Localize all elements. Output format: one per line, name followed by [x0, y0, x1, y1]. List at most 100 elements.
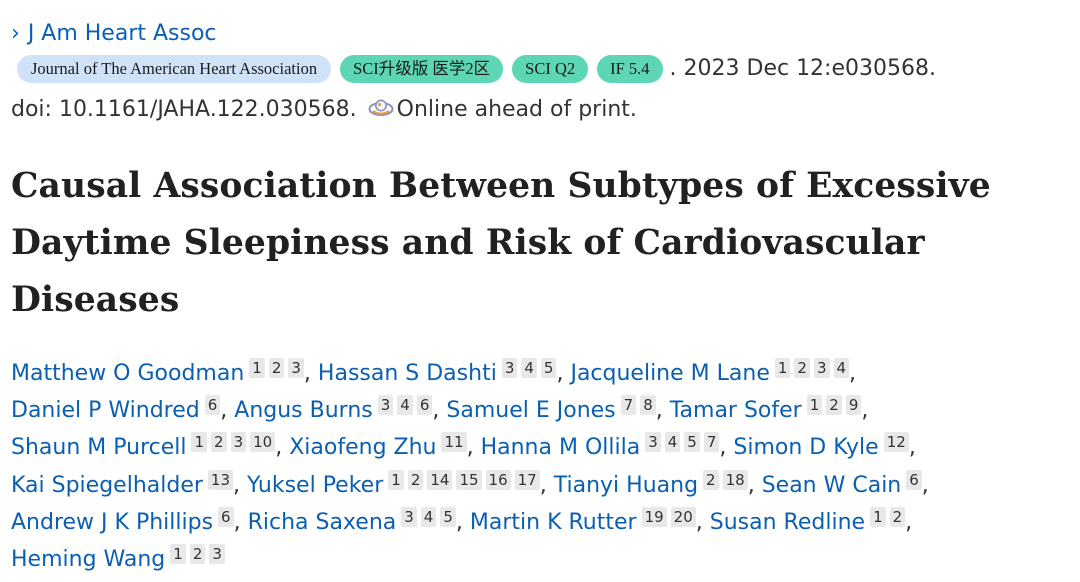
affiliation-marker[interactable]: 10 — [250, 432, 276, 453]
author-list: Matthew O Goodman 1 2 3, Hassan S Dashti 3 4 5… — [11, 355, 1073, 578]
author-name-link[interactable]: Angus Burns — [234, 398, 373, 424]
author-name-link[interactable]: Daniel P Windred — [11, 398, 200, 424]
author-name-link[interactable]: Sean W Cain — [761, 472, 902, 498]
affiliation-marker[interactable]: 4 — [664, 432, 681, 453]
author-item: Richa Saxena 3 4 5, — [247, 506, 463, 535]
affiliation-marker[interactable]: 1 — [774, 358, 791, 378]
affiliation-marker[interactable]: 5 — [440, 506, 456, 527]
author-item: Hanna M Ollila 3 4 5 7, — [480, 432, 726, 461]
sci-quartile-badge: SCI Q2 — [512, 55, 589, 83]
affiliation-marker[interactable]: 9 — [845, 395, 862, 416]
affiliation-marker[interactable]: 4 — [521, 358, 537, 378]
author-name-link[interactable]: Simon D Kyle — [733, 435, 879, 461]
author-separator: , — [432, 398, 440, 424]
affiliation-marker[interactable]: 15 — [456, 469, 482, 490]
affiliation-marker[interactable]: 1 — [870, 506, 886, 527]
author-item: Heming Wang 1 2 3 — [11, 544, 225, 573]
author-item: Matthew O Goodman 1 2 3, — [11, 358, 311, 386]
author-item: Samuel E Jones 7 8, — [446, 395, 663, 424]
affiliation-marker[interactable]: 5 — [684, 432, 700, 453]
affiliation-marker[interactable]: 2 — [889, 506, 906, 527]
affiliation-marker[interactable]: 3 — [813, 358, 830, 378]
author-separator: , — [275, 435, 283, 461]
affiliation-marker[interactable]: 6 — [416, 395, 433, 416]
affiliation-marker[interactable]: 19 — [641, 506, 667, 527]
affiliation-marker[interactable]: 3 — [377, 395, 394, 416]
affiliation-marker[interactable]: 11 — [441, 432, 467, 453]
author-item: Susan Redline 1 2, — [709, 506, 912, 535]
affiliation-marker[interactable]: 12 — [883, 432, 909, 453]
doi-row: doi: 10.1161/JAHA.122.030568. Online ahe… — [11, 96, 637, 127]
author-item: Xiaofeng Zhu 11, — [289, 432, 474, 461]
affiliation-marker[interactable]: 5 — [540, 358, 557, 378]
journal-fullname-badge: Journal of The American Heart Associatio… — [17, 55, 332, 83]
author-name-link[interactable]: Tianyi Huang — [553, 472, 699, 498]
citation-date: . 2023 Dec 12:e030568. — [669, 56, 936, 81]
affiliation-marker[interactable]: 3 — [501, 358, 518, 378]
affiliation-marker[interactable]: 6 — [906, 469, 922, 490]
affiliation-marker[interactable]: 4 — [420, 506, 437, 527]
author-item: Tianyi Huang 2 18, — [553, 469, 755, 498]
author-name-link[interactable]: Hanna M Ollila — [480, 435, 641, 461]
affiliation-marker[interactable]: 7 — [703, 432, 720, 453]
affiliation-marker[interactable]: 4 — [833, 358, 850, 378]
affiliation-marker[interactable]: 4 — [397, 395, 413, 416]
author-name-link[interactable]: Kai Spiegelhalder — [11, 472, 203, 498]
affiliation-marker[interactable]: 2 — [794, 358, 810, 378]
author-separator: , — [849, 361, 857, 386]
author-name-link[interactable]: Tamar Sofer — [669, 398, 802, 424]
author-item: Sean W Cain 6, — [761, 469, 929, 498]
author-name-link[interactable]: Shaun M Purcell — [11, 435, 187, 461]
affiliation-marker[interactable]: 6 — [218, 506, 234, 527]
affiliation-marker[interactable]: 3 — [401, 506, 417, 527]
affiliation-marker[interactable]: 18 — [722, 469, 748, 490]
affiliation-marker[interactable]: 3 — [209, 544, 225, 565]
author-name-link[interactable]: Yuksel Peker — [247, 472, 384, 498]
author-separator: , — [655, 398, 663, 424]
affiliation-marker[interactable]: 8 — [640, 395, 656, 416]
author-name-link[interactable]: Samuel E Jones — [446, 398, 616, 424]
affiliation-marker[interactable]: 2 — [189, 544, 206, 565]
author-name-link[interactable]: Xiaofeng Zhu — [289, 435, 437, 461]
affiliation-marker[interactable]: 1 — [170, 544, 186, 565]
author-separator: , — [233, 472, 240, 498]
affiliation-marker[interactable]: 16 — [485, 469, 511, 490]
affiliation-marker[interactable]: 13 — [207, 469, 233, 490]
affiliation-marker[interactable]: 2 — [268, 358, 285, 378]
author-name-link[interactable]: Hassan S Dashti — [317, 361, 497, 386]
journal-meta-row: Journal of The American Heart Associatio… — [17, 55, 936, 85]
affiliation-marker[interactable]: 20 — [670, 506, 696, 527]
affiliation-marker[interactable]: 3 — [645, 432, 661, 453]
author-name-link[interactable]: Matthew O Goodman — [11, 361, 245, 386]
journal-link[interactable]: › J Am Heart Assoc — [11, 20, 217, 48]
author-item: Andrew J K Phillips 6, — [11, 506, 241, 535]
affiliation-marker[interactable]: 3 — [230, 432, 247, 453]
affiliation-marker[interactable]: 1 — [806, 395, 823, 416]
author-item: Jacqueline M Lane 1 2 3 4, — [570, 358, 857, 386]
author-name-link[interactable]: Jacqueline M Lane — [570, 361, 770, 386]
chevron-right-icon: › — [11, 21, 20, 46]
affiliation-marker[interactable]: 3 — [288, 358, 304, 378]
affiliation-marker[interactable]: 7 — [620, 395, 637, 416]
author-name-link[interactable]: Martin K Rutter — [469, 509, 637, 535]
affiliation-marker[interactable]: 1 — [191, 432, 208, 453]
affiliation-marker[interactable]: 1 — [249, 358, 265, 378]
affiliation-marker[interactable]: 2 — [703, 469, 719, 490]
author-item: Yuksel Peker 1 2 14 15 16 17, — [247, 469, 547, 498]
author-name-link[interactable]: Andrew J K Phillips — [11, 509, 214, 535]
author-name-link[interactable]: Richa Saxena — [247, 509, 397, 535]
affiliation-marker[interactable]: 2 — [407, 469, 424, 490]
author-name-link[interactable]: Susan Redline — [709, 509, 866, 535]
affiliation-marker[interactable]: 14 — [427, 469, 453, 490]
author-name-link[interactable]: Heming Wang — [11, 547, 166, 573]
author-item: Simon D Kyle 12, — [733, 432, 916, 461]
affiliation-marker[interactable]: 17 — [514, 469, 540, 490]
author-item: Angus Burns 3 4 6, — [234, 395, 440, 424]
doi-text: doi: 10.1161/JAHA.122.030568. — [11, 97, 357, 122]
affiliation-marker[interactable]: 6 — [204, 395, 221, 416]
affiliation-marker[interactable]: 2 — [826, 395, 842, 416]
author-separator: , — [921, 472, 929, 498]
journal-short-name: J Am Heart Assoc — [27, 21, 217, 46]
affiliation-marker[interactable]: 2 — [211, 432, 227, 453]
affiliation-marker[interactable]: 1 — [388, 469, 404, 490]
